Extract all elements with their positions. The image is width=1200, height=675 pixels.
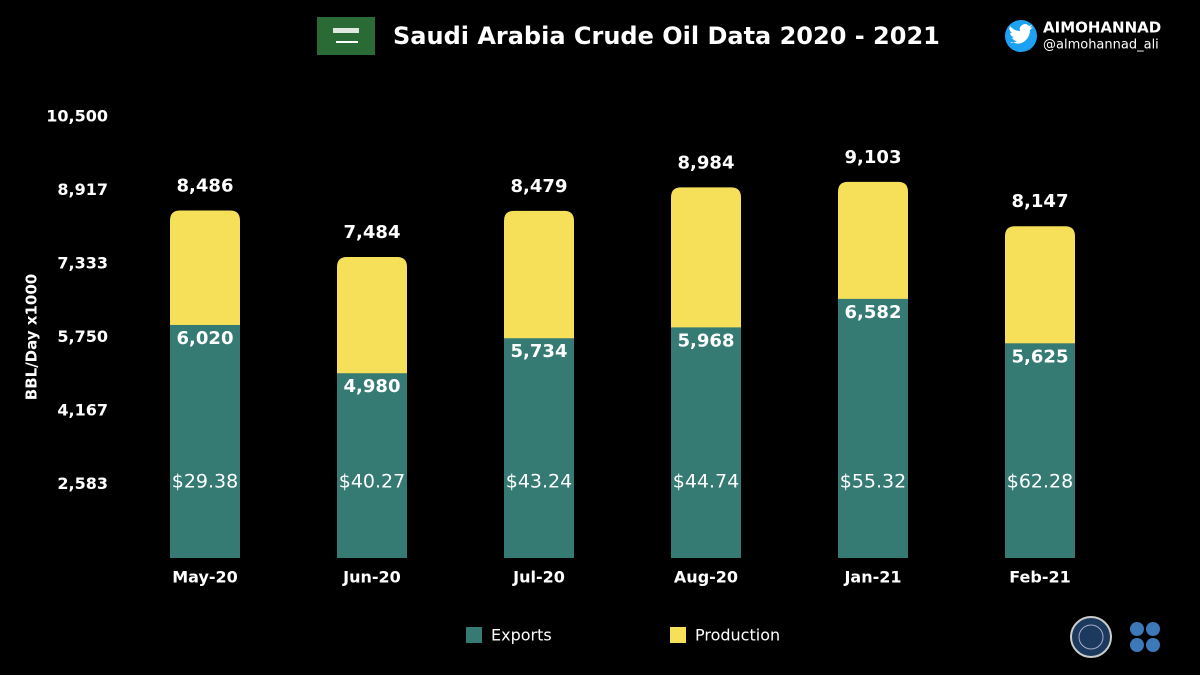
chart-title: Saudi Arabia Crude Oil Data 2020 - 2021 (393, 22, 940, 50)
value-label: 6,582 (845, 302, 902, 323)
x-tick-label: May-20 (172, 568, 238, 587)
y-tick-label: 5,750 (57, 327, 108, 346)
flag (317, 17, 375, 55)
bar (504, 338, 574, 558)
legend-swatch (466, 627, 482, 643)
value-label: 5,625 (1012, 346, 1069, 367)
price-label: $43.24 (506, 471, 572, 493)
x-tick-label: Aug-20 (674, 568, 738, 587)
y-tick-label: 10,500 (46, 107, 108, 126)
y-axis-label: BBL/Day x1000 (23, 274, 41, 400)
price-label: $40.27 (339, 471, 405, 493)
price-label: $44.74 (673, 471, 739, 493)
price-label: $62.28 (1007, 471, 1073, 493)
value-label: 8,479 (511, 176, 568, 197)
bar (671, 327, 741, 558)
value-label: 9,103 (845, 147, 902, 168)
bar (1005, 343, 1075, 558)
x-tick-label: Jun-20 (342, 568, 401, 587)
y-tick-label: 4,167 (57, 400, 108, 419)
value-label: 7,484 (344, 222, 401, 243)
bar (337, 373, 407, 558)
value-label: 5,734 (511, 341, 568, 362)
value-label: 8,486 (177, 175, 234, 196)
value-label: 4,980 (344, 376, 401, 397)
value-label: 8,984 (678, 152, 735, 173)
logos (1070, 616, 1160, 658)
handle: @almohannad_ali (1043, 38, 1159, 53)
y-tick-label: 2,583 (57, 474, 108, 493)
value-label: 8,147 (1012, 191, 1069, 212)
legend-label: Production (695, 626, 780, 645)
bar (838, 298, 908, 558)
x-tick-label: Jul-20 (512, 568, 565, 587)
price-label: $29.38 (172, 471, 238, 493)
twitter-icon (1005, 20, 1037, 52)
price-label: $55.32 (840, 471, 906, 493)
y-tick-label: 7,333 (57, 254, 108, 273)
bar (170, 324, 240, 558)
value-label: 5,968 (678, 330, 735, 351)
y-tick-label: 8,917 (57, 180, 108, 199)
author: AIMOHANNAD (1043, 19, 1161, 37)
legend-swatch (670, 627, 686, 643)
x-tick-label: Jan-21 (843, 568, 901, 587)
value-label: 6,020 (177, 328, 234, 349)
x-tick-label: Feb-21 (1009, 568, 1071, 587)
legend-label: Exports (491, 626, 552, 645)
